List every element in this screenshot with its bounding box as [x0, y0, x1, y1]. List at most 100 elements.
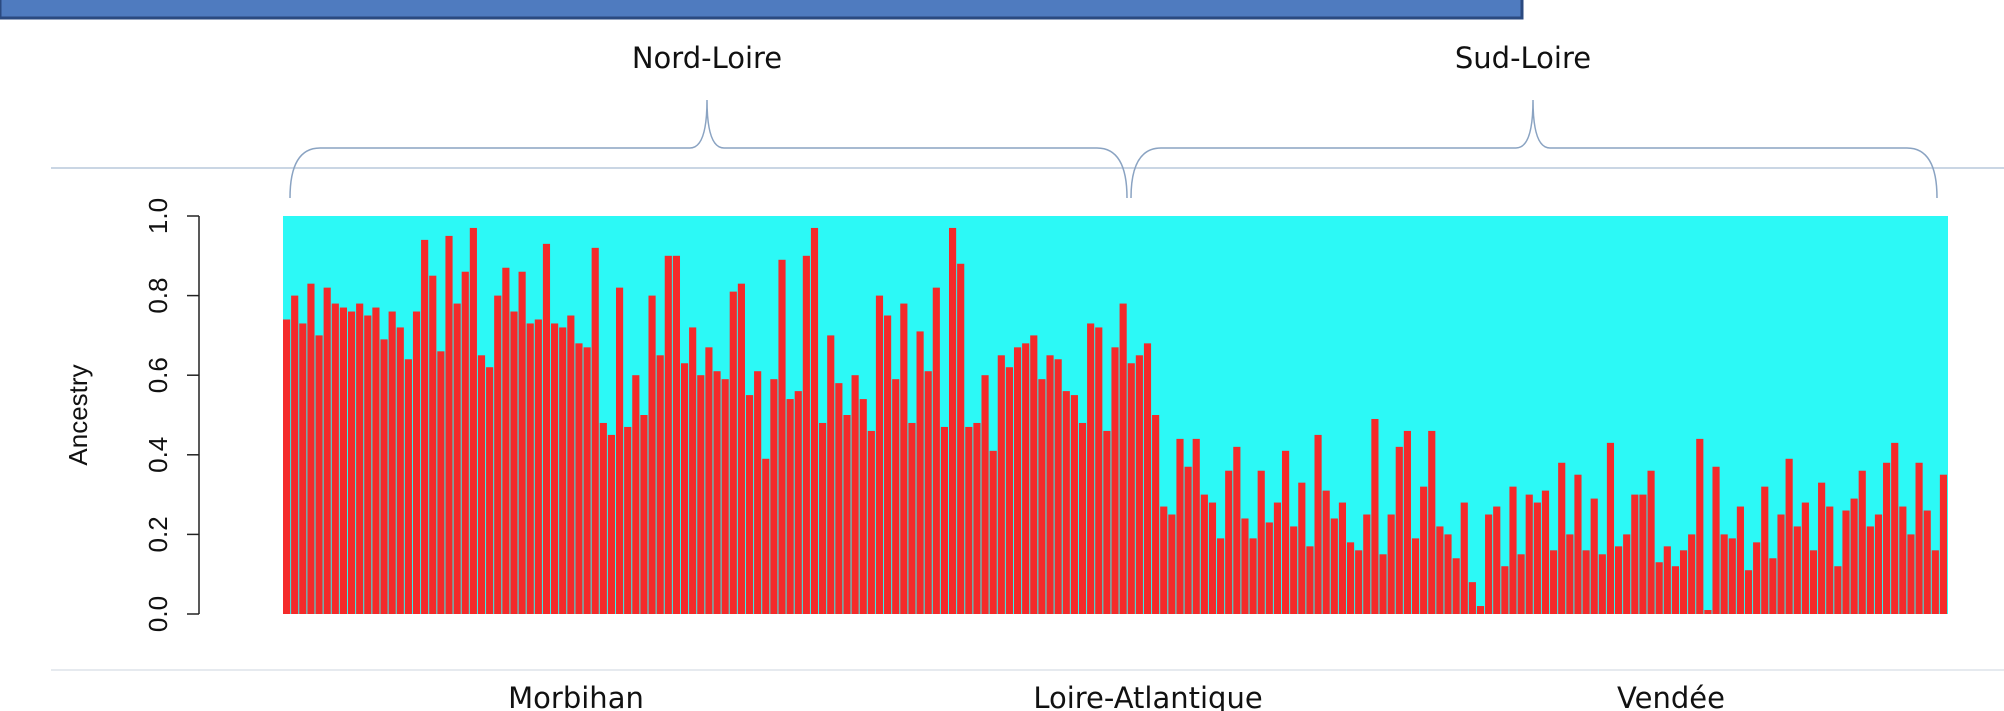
- bar: [1623, 534, 1631, 614]
- bar: [1200, 494, 1208, 614]
- bar: [1744, 570, 1753, 614]
- bar: [1087, 323, 1095, 614]
- bar: [307, 283, 315, 614]
- bar: [672, 255, 681, 615]
- bar: [616, 287, 624, 614]
- bar: [1322, 490, 1330, 614]
- bar: [1696, 438, 1704, 614]
- bar: [875, 295, 884, 614]
- bar: [1152, 415, 1160, 614]
- bar: [1793, 526, 1801, 614]
- bar: [770, 379, 778, 614]
- bar: [412, 311, 421, 614]
- bar: [461, 271, 469, 614]
- bar: [1769, 558, 1777, 614]
- y-axis-label: Ancestry: [63, 364, 93, 465]
- bar: [1598, 554, 1606, 614]
- bar: [1160, 506, 1168, 614]
- bar: [1550, 550, 1558, 614]
- bar: [656, 355, 664, 614]
- bar: [1403, 430, 1411, 614]
- bar: [1688, 534, 1696, 614]
- bar: [1826, 506, 1834, 614]
- bar: [591, 247, 599, 614]
- bar: [737, 283, 745, 614]
- bar: [396, 327, 404, 614]
- bar: [575, 343, 583, 614]
- bar: [632, 375, 640, 614]
- bar: [1038, 379, 1046, 614]
- bar: [1395, 446, 1403, 614]
- bar: [1671, 566, 1680, 614]
- bar: [1509, 486, 1517, 614]
- bar: [981, 375, 989, 614]
- bar: [940, 426, 949, 614]
- bar: [713, 371, 721, 614]
- bar: [1476, 606, 1485, 614]
- bar: [819, 422, 827, 614]
- bar: [1306, 546, 1314, 614]
- bar: [1590, 498, 1598, 614]
- brace: [1130, 99, 1938, 199]
- bar: [802, 255, 810, 615]
- bar: [892, 379, 900, 614]
- y-tick-label: 0.0: [143, 596, 173, 632]
- bar: [510, 311, 518, 614]
- bar: [843, 415, 851, 614]
- bar: [908, 422, 916, 614]
- bar: [380, 339, 388, 614]
- bar: [957, 263, 965, 614]
- bar: [1444, 534, 1452, 614]
- bar: [1143, 343, 1152, 614]
- bar: [1582, 550, 1590, 614]
- bar: [1217, 538, 1225, 614]
- bar: [1428, 430, 1436, 614]
- bar: [1460, 502, 1468, 614]
- bar: [1379, 554, 1387, 614]
- bar: [745, 395, 754, 614]
- bar: [1135, 355, 1143, 614]
- bar: [299, 323, 307, 614]
- bar: [1655, 562, 1663, 614]
- y-tick-label: 0.2: [143, 516, 173, 552]
- bar: [1257, 470, 1265, 614]
- bar: [486, 367, 494, 614]
- bar: [1842, 510, 1850, 614]
- bar: [1899, 506, 1907, 614]
- bar: [1915, 462, 1923, 614]
- bar: [347, 311, 356, 614]
- bar: [526, 323, 534, 614]
- bar: [1241, 518, 1249, 614]
- bar: [1005, 367, 1014, 614]
- bar: [1606, 442, 1615, 614]
- bar: [859, 399, 867, 614]
- bar: [502, 267, 510, 614]
- bar: [1647, 470, 1655, 614]
- bar: [924, 371, 932, 614]
- bar: [445, 235, 453, 614]
- bar: [1363, 514, 1371, 614]
- group-label: Morbihan: [508, 681, 644, 711]
- bar: [1103, 430, 1111, 614]
- bar: [1704, 610, 1712, 614]
- bar: [624, 426, 632, 614]
- bar: [729, 291, 737, 614]
- bar: [851, 375, 859, 614]
- bar: [1225, 470, 1233, 614]
- bar: [1801, 502, 1809, 614]
- bar: [1371, 418, 1379, 614]
- bar: [1525, 494, 1533, 614]
- bar: [518, 271, 526, 614]
- bar: [599, 422, 607, 614]
- bar: [1054, 359, 1062, 614]
- bar: [1168, 514, 1176, 614]
- bar: [567, 315, 575, 614]
- bar: [1062, 391, 1070, 614]
- bar: [1468, 582, 1476, 614]
- bar: [1046, 355, 1054, 614]
- bar: [1777, 514, 1785, 614]
- bar: [778, 259, 786, 614]
- bar: [1249, 538, 1257, 614]
- bar: [1013, 347, 1022, 614]
